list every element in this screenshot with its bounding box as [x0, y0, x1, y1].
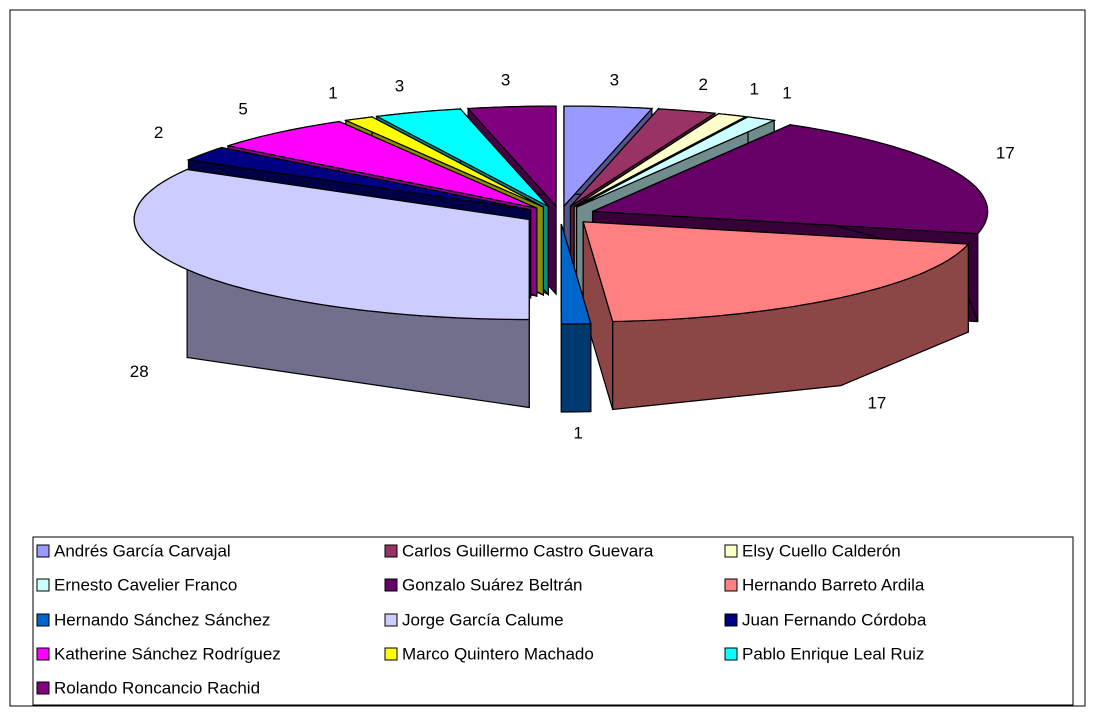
slice	[227, 120, 538, 209]
data-label: 3	[610, 70, 619, 89]
data-label: 1	[782, 84, 791, 103]
legend-label: Juan Fernando Córdoba	[742, 610, 927, 629]
legend-label: Marco Quintero Machado	[402, 644, 594, 663]
legend-box	[32, 536, 1074, 706]
slice	[186, 146, 531, 211]
data-label: 1	[573, 423, 582, 442]
slice	[592, 124, 989, 235]
legend-label: Jorge García Calume	[402, 610, 564, 629]
data-label: 17	[867, 394, 886, 413]
legend-swatch	[36, 647, 50, 661]
pie: 3 2 1 1 17 17 1 28 2 5 1 3 3	[130, 70, 1015, 442]
data-label: 3	[501, 70, 510, 89]
legend-swatch	[724, 544, 738, 558]
legend-swatch	[724, 647, 738, 661]
legend: Andrés García Carvajal Carlos Guillermo C…	[36, 541, 927, 697]
legend-swatch	[724, 613, 738, 627]
legend-label: Gonzalo Suárez Beltrán	[402, 575, 583, 594]
legend-swatch	[36, 578, 50, 592]
slice	[570, 108, 717, 207]
legend-label: Rolando Roncancio Rachid	[54, 678, 260, 697]
slice	[343, 116, 544, 208]
legend-label: Hernando Sánchez Sánchez	[54, 610, 270, 629]
data-label: 3	[395, 76, 404, 95]
slice	[374, 108, 549, 208]
legend-label: Pablo Enrique Leal Ruiz	[742, 644, 924, 663]
slice	[563, 105, 654, 208]
legend-swatch	[384, 578, 398, 592]
data-label: 5	[238, 99, 247, 118]
slice	[573, 113, 748, 208]
legend-swatch	[384, 544, 398, 558]
legend-label: Elsy Cuello Calderón	[742, 541, 901, 560]
legend-label: Carlos Guillermo Castro Guevara	[402, 541, 654, 560]
legend-label: Katherine Sánchez Rodríguez	[54, 644, 281, 663]
legend-swatch	[384, 647, 398, 661]
legend-label: Hernando Barreto Ardila	[742, 575, 925, 594]
slice	[576, 116, 777, 208]
legend-swatch	[36, 681, 50, 695]
data-label: 1	[328, 84, 337, 103]
data-label: 28	[130, 362, 149, 381]
data-label: 2	[698, 75, 707, 94]
data-label: 17	[996, 143, 1015, 162]
legend-swatch	[724, 578, 738, 592]
legend-swatch	[36, 544, 50, 558]
legend-label: Andrés García Carvajal	[54, 541, 231, 560]
legend-swatch	[384, 613, 398, 627]
legend-swatch	[36, 613, 50, 627]
legend-label: Ernesto Cavelier Franco	[54, 575, 237, 594]
slice	[560, 223, 592, 325]
data-label: 1	[750, 80, 759, 99]
slice	[466, 105, 557, 208]
slice	[582, 221, 970, 323]
data-label: 2	[154, 123, 163, 142]
slice	[133, 168, 530, 321]
slice-wall	[560, 323, 592, 413]
